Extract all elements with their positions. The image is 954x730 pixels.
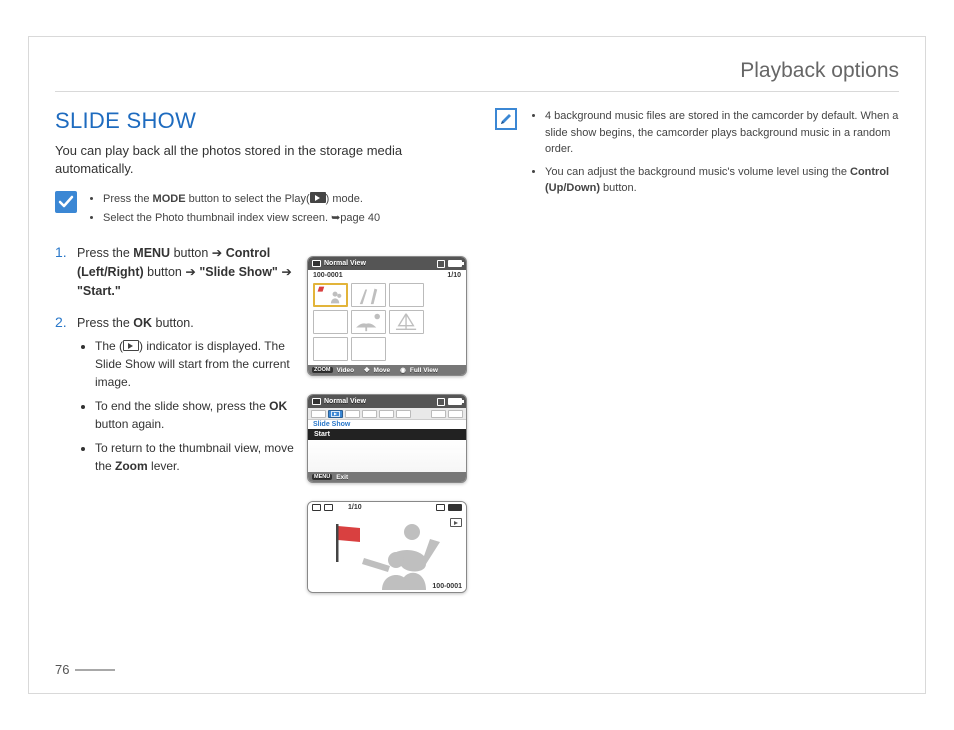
checkmark-icon <box>55 191 77 213</box>
menu-title: Slide Show <box>308 420 466 429</box>
step-number: 1. <box>55 244 71 300</box>
note-list: 4 background music files are stored in t… <box>527 108 899 203</box>
view-label: Normal View <box>324 260 366 267</box>
sub-steps: The () indicator is displayed. The Slide… <box>77 337 305 475</box>
bot-label: Full View <box>410 367 438 374</box>
note-item: You can adjust the background music's vo… <box>545 164 899 197</box>
top-right-icons <box>436 504 462 511</box>
lcd-thumbnail-view: Normal View 100-0001 1/10 <box>307 256 467 376</box>
thumbnail[interactable] <box>313 283 348 307</box>
step-body: Press the MENU button ➔ Control (Left/Ri… <box>77 244 305 300</box>
pencil-icon <box>495 108 517 130</box>
steps: 1. Press the MENU button ➔ Control (Left… <box>55 244 305 481</box>
menu-chip: MENU <box>312 474 332 480</box>
lcd-top-bar: Normal View <box>308 257 466 270</box>
menu-tab[interactable] <box>362 410 377 418</box>
top-left-icons <box>312 504 333 511</box>
sub-item: The () indicator is displayed. The Slide… <box>95 337 305 391</box>
section-title: SLIDE SHOW <box>55 108 467 134</box>
battery-icon <box>448 398 462 405</box>
sub-item: To end the slide show, press the OK butt… <box>95 397 305 433</box>
thumbnail[interactable] <box>351 310 386 334</box>
thumbnail-grid <box>308 281 466 365</box>
tip-item: Press the MODE button to select the Play… <box>103 191 380 208</box>
step-1: 1. Press the MENU button ➔ Control (Left… <box>55 244 305 300</box>
tip-item: Select the Photo thumbnail index view sc… <box>103 210 380 227</box>
lcd-menu-view: Normal View <box>307 394 467 483</box>
file-number: 100-0001 <box>313 272 343 279</box>
slideshow-indicator-icon <box>324 504 333 511</box>
page-num-bar <box>75 669 115 671</box>
tip-box: Press the MODE button to select the Play… <box>55 191 467 228</box>
thumbnail[interactable] <box>313 337 348 361</box>
thumbnail[interactable] <box>389 310 424 334</box>
thumbnail[interactable] <box>351 337 386 361</box>
menu-tab[interactable] <box>379 410 394 418</box>
photo-mode-icon <box>312 398 321 405</box>
right-column: 4 background music files are stored in t… <box>495 108 899 495</box>
thumbnail[interactable] <box>313 310 348 334</box>
thumbnail[interactable] <box>389 283 424 307</box>
menu-tab[interactable] <box>345 410 360 418</box>
menu-tab-active[interactable] <box>328 410 343 418</box>
tip-list: Press the MODE button to select the Play… <box>85 191 380 228</box>
step-body: Press the OK button. The () indicator is… <box>77 314 305 481</box>
photo-mode-icon <box>312 504 321 511</box>
menu-blank <box>308 440 466 472</box>
lcd-top-bar: Normal View <box>308 395 466 408</box>
photo-mode-icon <box>312 260 321 267</box>
page-header: Playback options <box>55 59 899 92</box>
zoom-chip: ZOOM <box>312 367 333 373</box>
lcd-photo-body: 1/10 <box>308 502 466 592</box>
thumbnail[interactable] <box>351 283 386 307</box>
lcd-mockups: Normal View 100-0001 1/10 <box>307 256 477 611</box>
note-item: 4 background music files are stored in t… <box>545 108 899 158</box>
bot-label: Video <box>337 367 355 374</box>
step-2: 2. Press the OK button. The () indicator… <box>55 314 305 481</box>
card-icon <box>437 398 445 406</box>
step-number: 2. <box>55 314 71 481</box>
battery-icon <box>448 504 462 511</box>
sub-item: To return to the thumbnail view, move th… <box>95 439 305 475</box>
card-icon <box>437 260 445 268</box>
left-column: SLIDE SHOW You can play back all the pho… <box>55 108 467 495</box>
menu-item-start[interactable]: Start <box>308 429 466 440</box>
content-columns: SLIDE SHOW You can play back all the pho… <box>55 108 899 495</box>
note-box: 4 background music files are stored in t… <box>495 108 899 203</box>
play-icon <box>310 192 326 203</box>
file-number: 100-0001 <box>432 583 462 590</box>
menu-tab[interactable] <box>396 410 411 418</box>
lcd-info-row: 100-0001 1/10 <box>308 270 466 281</box>
card-icon <box>436 504 445 511</box>
file-count: 1/10 <box>348 504 362 511</box>
battery-icon <box>448 260 462 267</box>
intro-text: You can play back all the photos stored … <box>55 142 467 177</box>
manual-page: Playback options SLIDE SHOW You can play… <box>28 36 926 694</box>
exit-label: Exit <box>336 474 348 481</box>
file-count: 1/10 <box>447 272 461 279</box>
photo-silhouette <box>320 512 460 592</box>
lcd-bottom-bar: ZOOM Video ✥ Move ◉ Full View <box>308 365 466 375</box>
menu-tab[interactable] <box>448 410 463 418</box>
menu-tabs <box>308 408 466 420</box>
lcd-photo-view: 1/10 <box>307 501 467 593</box>
bot-label: Move <box>374 367 391 374</box>
page-number: 76 <box>55 662 115 677</box>
menu-tab[interactable] <box>431 410 446 418</box>
menu-tab[interactable] <box>311 410 326 418</box>
lcd-bottom-bar: MENU Exit <box>308 472 466 482</box>
slideshow-icon <box>123 340 139 351</box>
view-label: Normal View <box>324 398 366 405</box>
